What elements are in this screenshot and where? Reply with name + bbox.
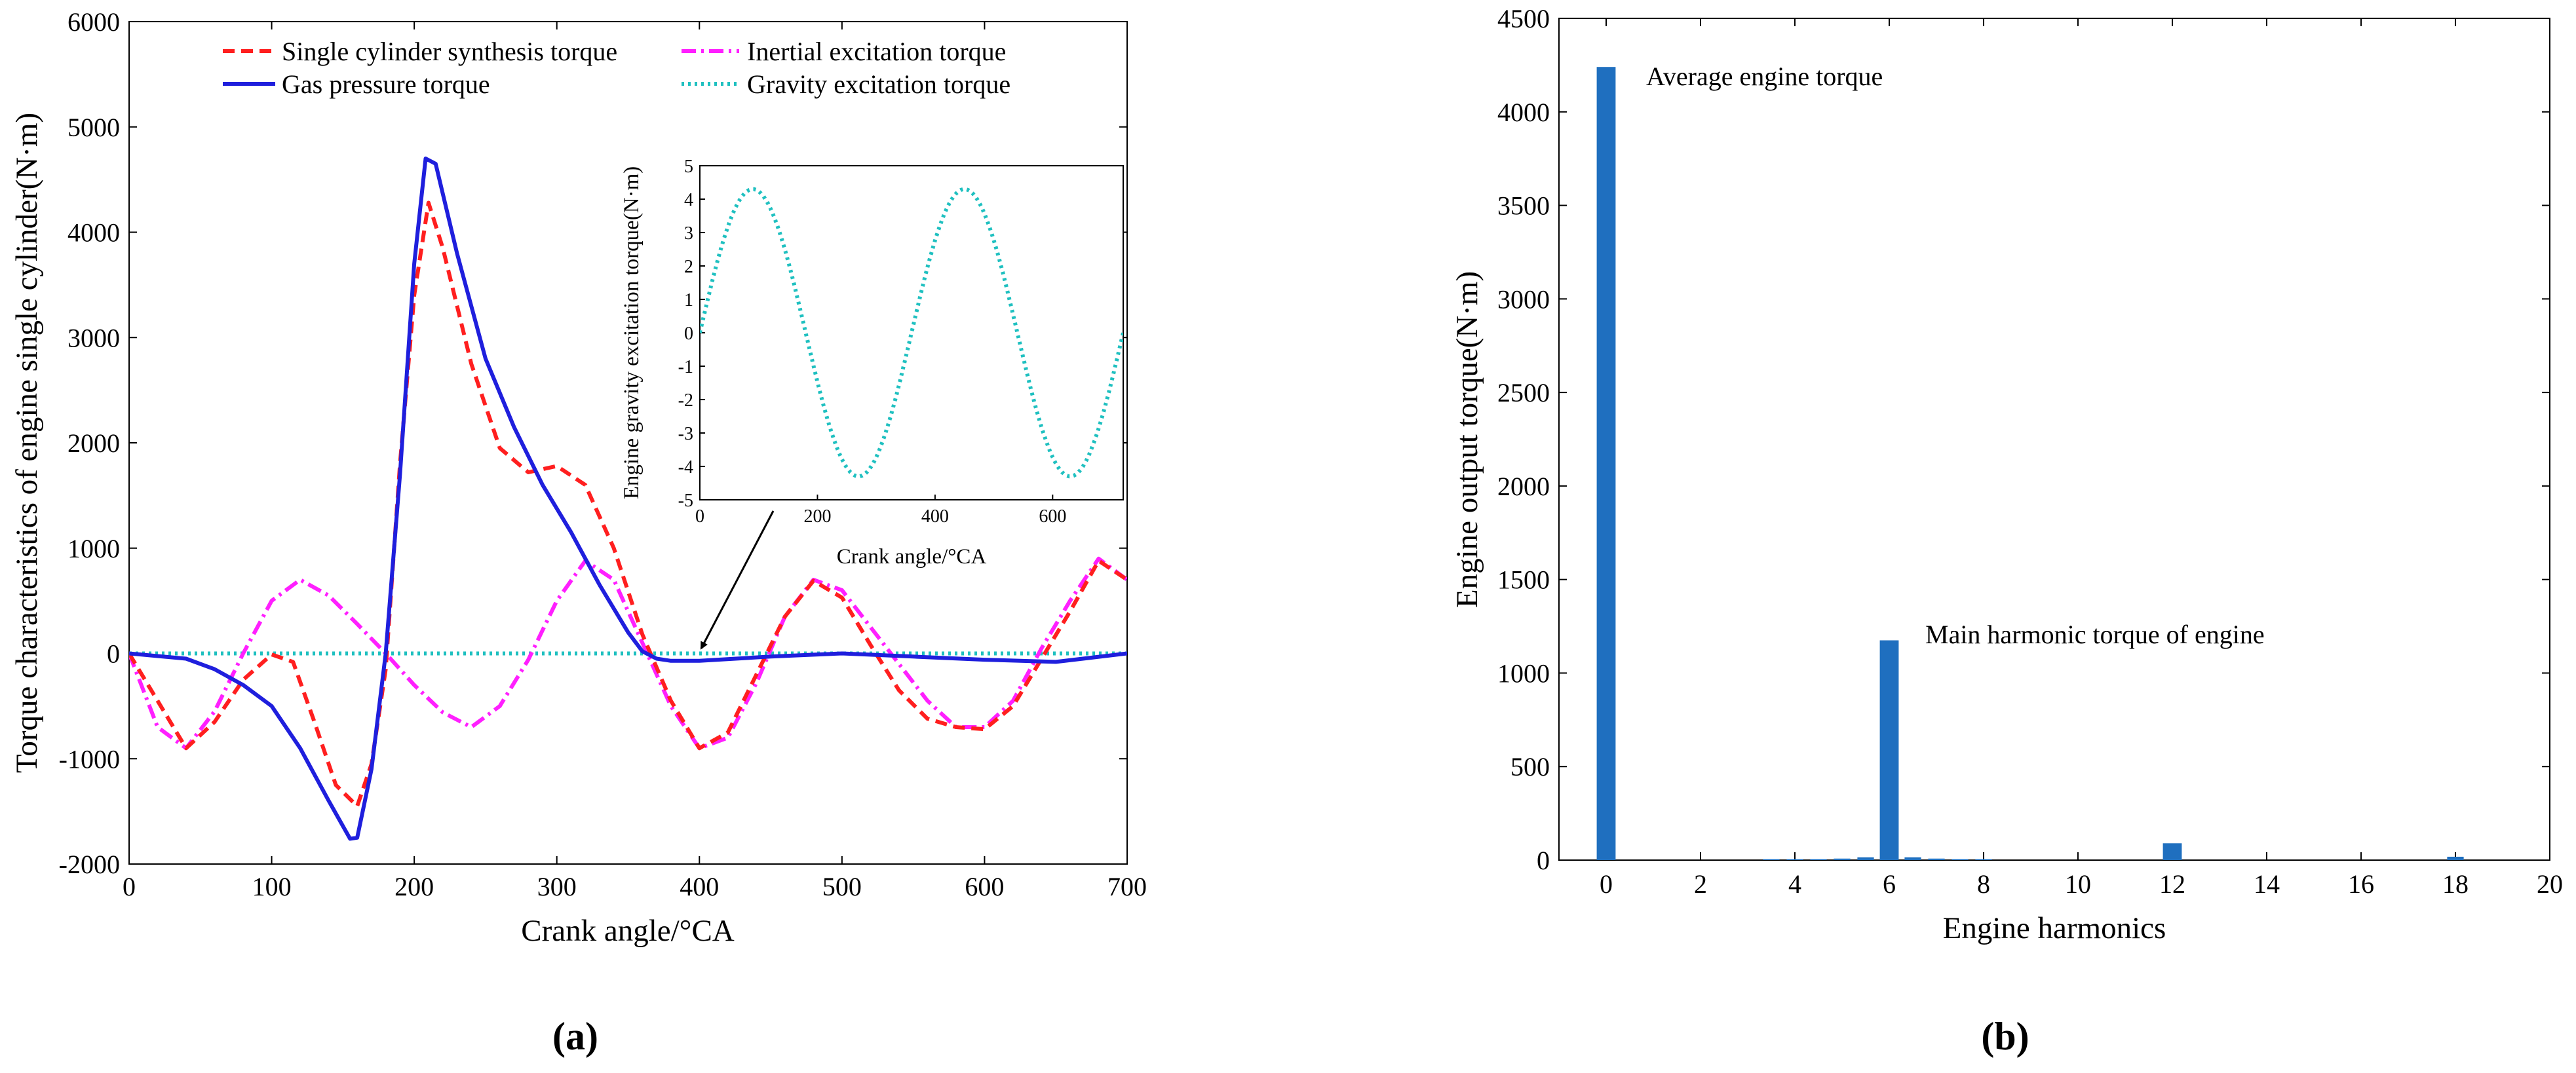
a-ytick-label-0: -2000 [59, 850, 120, 879]
a-xtick-label-3: 300 [537, 872, 577, 901]
a-series-line-0 [129, 200, 1127, 808]
a-xtick-label-2: 200 [394, 872, 434, 901]
b-xtick-label-8: 16 [2348, 869, 2374, 899]
b-ytick-label-8: 4000 [1497, 98, 1550, 127]
inset-ticks: 0 200 400 600 -5 -4 -3 -2 -1 0 1 2 3 4 5 [678, 157, 1067, 527]
inset-xtick-label-2: 400 [921, 506, 949, 527]
inset-xlabel: Crank angle/°CA [837, 545, 987, 569]
b-ytick-label-1: 500 [1510, 752, 1550, 781]
panel-a-chart: 0 100 200 300 400 500 600 700-2000-100001000200… [10, 7, 1147, 1058]
a-ytick-label-6: 4000 [67, 218, 120, 248]
legend-label-synthesis: Single cylinder synthesis torque [282, 37, 617, 66]
a-xtick-label-6: 600 [965, 872, 1004, 901]
inset-pointer-arrow [700, 510, 775, 650]
inset-series [700, 187, 1123, 479]
legend-label-gas: Gas pressure torque [282, 69, 490, 99]
b-bar-3 [1810, 859, 1827, 860]
inset-xtick-label-3: 600 [1039, 506, 1066, 527]
panel-a-xlabel: Crank angle/°CA [521, 914, 735, 948]
b-xtick-label-6: 12 [2159, 869, 2185, 899]
b-xtick-label-1: 2 [1694, 869, 1707, 899]
b-bar-12 [2447, 856, 2464, 860]
b-ytick-label-0: 0 [1537, 846, 1550, 875]
a-ytick-label-7: 5000 [67, 113, 120, 142]
b-xtick-label-4: 8 [1977, 869, 1990, 899]
inset-xtick-label-0: 0 [695, 506, 704, 527]
a-ytick-label-5: 3000 [67, 323, 120, 352]
inset-ytick-label-4: -1 [678, 357, 693, 377]
panel-a-legend: Single cylinder synthesis torque Inertia… [223, 37, 1010, 99]
a-ytick-label-4: 2000 [67, 428, 120, 458]
panel-a-series [129, 157, 1127, 841]
a-xtick-label-0: 0 [123, 872, 136, 901]
inset-series-line-0 [700, 187, 1123, 479]
panel-b-label: (b) [1981, 1015, 2029, 1058]
panel-a-inset: 0 200 400 600 -5 -4 -3 -2 -1 0 1 2 3 4 5 Crank angle/°… [620, 157, 1124, 569]
panel-b-plot-area [1558, 18, 2550, 861]
panel-a-label: (a) [552, 1015, 598, 1058]
a-series-line-1 [129, 157, 1127, 841]
inset-ytick-label-0: -5 [678, 491, 693, 511]
b-ytick-label-4: 2000 [1497, 472, 1550, 501]
inset-ytick-label-10: 5 [684, 157, 693, 177]
b-xtick-label-7: 14 [2254, 869, 2280, 899]
b-xtick-label-5: 10 [2065, 869, 2091, 899]
a-ytick-label-2: 0 [107, 639, 120, 669]
b-bar-10 [1975, 859, 1992, 860]
a-series-line-2 [129, 556, 1127, 751]
b-xtick-label-2: 4 [1788, 869, 1801, 899]
b-xtick-label-0: 0 [1600, 869, 1613, 899]
panel-b-ylabel: Engine output torque(N·m) [1450, 271, 1484, 608]
inset-ytick-label-8: 3 [684, 223, 693, 244]
annotation-main-harmonic: Main harmonic torque of engine [1925, 620, 2265, 649]
panel-b-ticks: 0 2 4 6 8 10 12 14 16 18 20 0 500 1000 1500 2000 2500 300… [1497, 4, 2563, 899]
annotation-average-torque: Average engine torque [1646, 62, 1883, 91]
b-bar-2 [1786, 859, 1803, 860]
b-ytick-label-6: 3000 [1497, 284, 1550, 314]
inset-ytick-label-7: 2 [684, 257, 693, 277]
b-ytick-label-7: 3500 [1497, 191, 1550, 221]
b-bar-9 [1951, 859, 1969, 860]
b-ytick-label-2: 1000 [1497, 658, 1550, 688]
inset-ytick-label-2: -3 [678, 424, 693, 444]
inset-xtick-label-1: 200 [803, 506, 831, 527]
inset-ytick-label-9: 4 [684, 190, 693, 210]
legend-label-inertial: Inertial excitation torque [747, 37, 1006, 66]
inset-plot-area [699, 165, 1124, 500]
panel-a-ylabel: Torque characteristics of engine single … [10, 113, 44, 773]
b-ytick-label-9: 4500 [1497, 4, 1550, 33]
inset-ytick-label-1: -4 [678, 457, 693, 478]
b-bar-8 [1928, 858, 1945, 860]
b-xtick-label-3: 6 [1883, 869, 1896, 899]
b-ytick-label-3: 1500 [1497, 565, 1550, 595]
inset-ytick-label-3: -2 [678, 390, 693, 411]
inset-ytick-label-5: 0 [684, 324, 693, 344]
b-bar-0 [1596, 67, 1616, 861]
a-ytick-label-8: 6000 [67, 7, 120, 37]
a-ytick-label-1: -1000 [59, 744, 120, 774]
inset-ytick-label-6: 1 [684, 290, 693, 311]
inset-ylabel: Engine gravity excitation torque(N·m) [620, 166, 644, 500]
a-ytick-label-3: 1000 [67, 534, 120, 563]
b-bar-4 [1834, 858, 1851, 860]
legend-label-gravity: Gravity excitation torque [747, 69, 1010, 99]
b-bar-11 [2163, 843, 2182, 860]
b-xtick-label-9: 18 [2442, 869, 2469, 899]
a-xtick-label-5: 500 [822, 872, 862, 901]
panel-b-chart: 0 2 4 6 8 10 12 14 16 18 20 0 500 1000 1500 2000 2500 300… [1450, 4, 2563, 1058]
b-bar-6 [1879, 640, 1899, 860]
b-bar-7 [1904, 857, 1921, 860]
panel-b-xlabel: Engine harmonics [1943, 911, 2166, 945]
b-bar-5 [1857, 857, 1874, 860]
b-ytick-label-5: 2500 [1497, 378, 1550, 407]
a-xtick-label-4: 400 [680, 872, 719, 901]
b-bar-1 [1763, 859, 1780, 860]
a-xtick-label-1: 100 [252, 872, 292, 901]
a-xtick-label-7: 700 [1107, 872, 1147, 901]
panel-b-bars [1596, 67, 2464, 861]
b-xtick-label-10: 20 [2537, 869, 2563, 899]
panel-a-ticks: 0 100 200 300 400 500 600 700-2000-100001000200… [59, 7, 1147, 901]
